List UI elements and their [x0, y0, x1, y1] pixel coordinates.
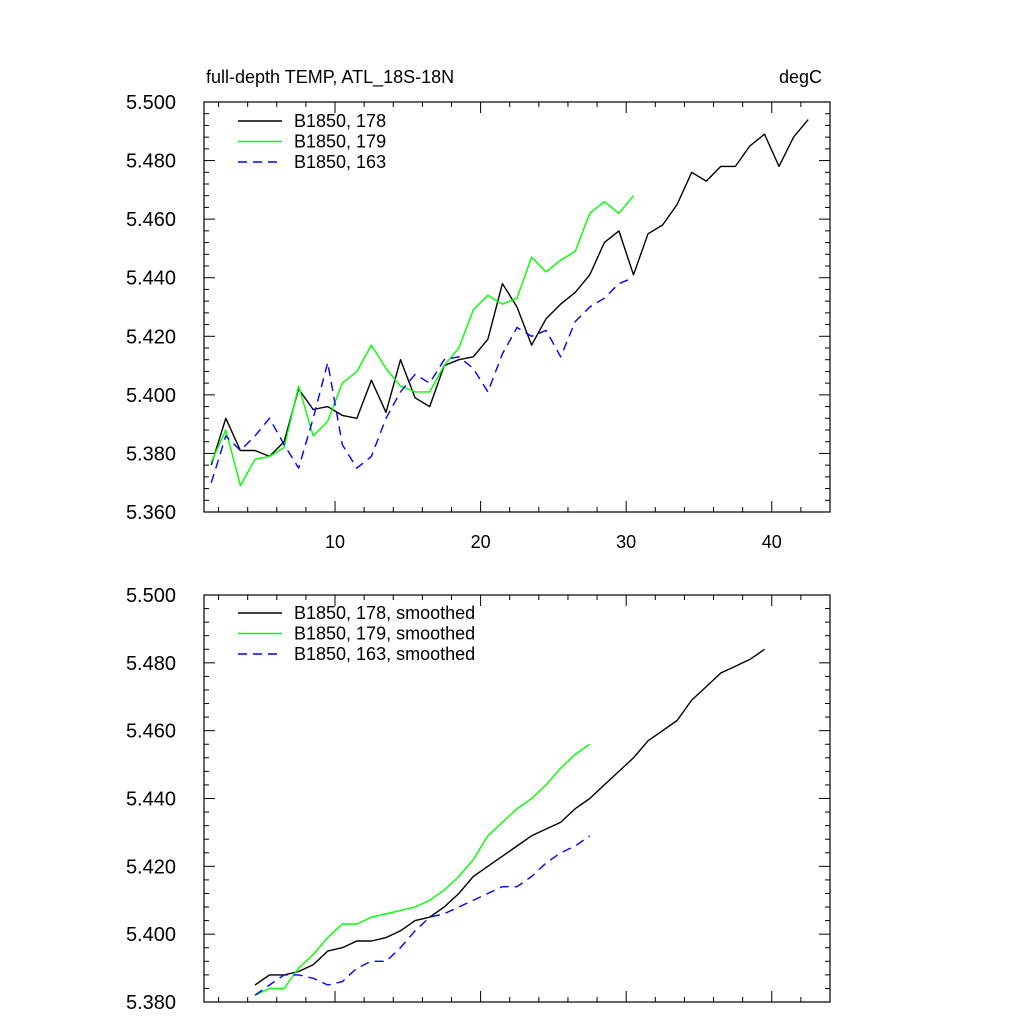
legend-label: B1850, 163, smoothed: [294, 644, 475, 664]
x-tick-label: 10: [325, 532, 345, 552]
series-line-2: [210, 195, 635, 487]
legend-label: B1850, 179, smoothed: [294, 624, 475, 644]
y-tick-label: 5.360: [126, 502, 176, 524]
x-tick-label: 30: [616, 532, 636, 552]
y-tick-label: 5.460: [126, 721, 176, 743]
y-tick-label: 5.500: [126, 585, 176, 607]
series-line-2: [254, 743, 591, 996]
legend-label: B1850, 178, smoothed: [294, 603, 475, 623]
y-tick-label: 5.400: [126, 924, 176, 946]
series-line-1: [210, 119, 809, 466]
series-line-3: [210, 277, 634, 483]
chart-panel-1: 10 20 30 40 5.360 5.380 5.400 5.420 5.440 5.460 5.…: [126, 67, 831, 552]
y-tick-label: 5.380: [126, 443, 176, 465]
y-tick-label: 5.400: [126, 385, 176, 407]
legend-label: B1850, 179: [294, 132, 386, 152]
x-tick-label: 20: [471, 532, 491, 552]
series-line-1: [254, 648, 765, 986]
y-tick-label: 5.380: [126, 992, 176, 1014]
y-tick-label: 5.500: [126, 92, 176, 114]
y-tick-label: 5.420: [126, 856, 176, 878]
legend-label: B1850, 163: [294, 152, 386, 172]
legend-label: B1850, 178: [294, 111, 386, 131]
y-tick-label: 5.480: [126, 653, 176, 675]
x-tick-label: 40: [762, 532, 782, 552]
chart-title-right: degC: [779, 67, 822, 87]
plot-frame: [203, 101, 831, 513]
chart-title-left: full-depth TEMP, ATL_18S-18N: [206, 67, 454, 88]
y-tick-label: 5.440: [126, 789, 176, 811]
series-line-3: [254, 835, 591, 996]
y-tick-label: 5.480: [126, 151, 176, 173]
y-tick-label: 5.420: [126, 326, 176, 348]
y-tick-label: 5.440: [126, 268, 176, 290]
chart-panel-2: 5.380 5.400 5.420 5.440 5.460 5.480 5.500 B1850…: [126, 585, 831, 1014]
y-tick-label: 5.460: [126, 209, 176, 231]
